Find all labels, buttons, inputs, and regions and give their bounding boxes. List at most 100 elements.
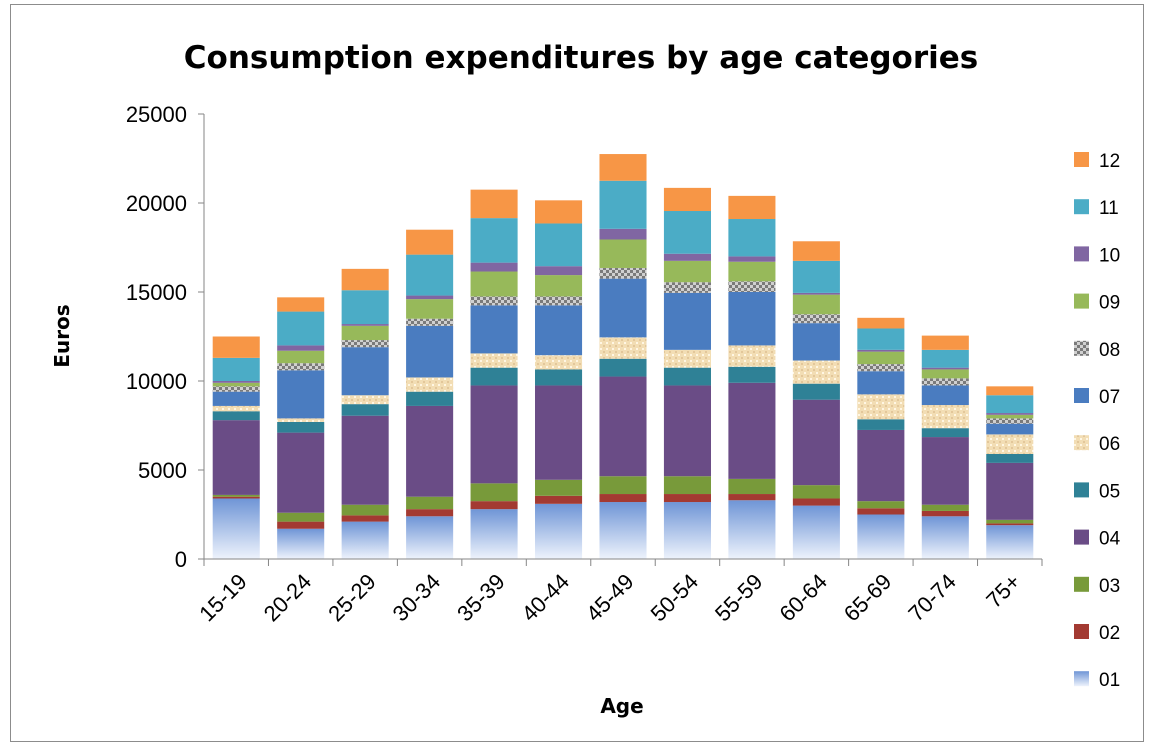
bar-50-54-series-07 — [663, 292, 711, 350]
bar-70-74-series-10 — [921, 367, 969, 370]
plot-area — [212, 154, 1034, 559]
bar-30-34-series-05 — [406, 391, 454, 406]
bar-40-44-series-04 — [535, 385, 583, 480]
bar-75+-series-02 — [986, 523, 1034, 526]
bar-55-59-series-04 — [728, 382, 776, 479]
bar-30-34-series-12 — [406, 229, 454, 255]
bar-60-64-series-08 — [792, 314, 840, 324]
bar-35-39-series-12 — [470, 189, 518, 219]
bar-15-19-series-12 — [212, 336, 260, 358]
legend-label-07: 07 — [1099, 387, 1120, 408]
bar-30-34-series-06 — [406, 377, 454, 392]
x-tick-label: 60-64 — [774, 569, 831, 626]
bar-70-74-series-11 — [921, 349, 969, 368]
bar-60-64-series-04 — [792, 399, 840, 486]
bar-55-59-series-11 — [728, 219, 776, 257]
bar-20-24-series-12 — [277, 297, 325, 312]
bar-40-44-series-02 — [535, 495, 583, 504]
bar-45-49-series-04 — [599, 376, 647, 477]
bar-40-44-series-12 — [535, 200, 583, 224]
bar-60-64-series-03 — [792, 485, 840, 499]
bar-75+-series-01 — [986, 525, 1034, 559]
y-tick-label: 15000 — [126, 280, 187, 305]
x-axis: 15-19 20-24 25-29 30-34 35-39 40-44 45-49 50-54… — [194, 558, 1043, 626]
bar-40-44-series-06 — [535, 355, 583, 370]
x-tick-label: 15-19 — [194, 569, 251, 626]
bar-30-34-series-07 — [406, 325, 454, 378]
bar-65-69-series-04 — [857, 429, 905, 502]
bar-20-24-series-02 — [277, 521, 325, 529]
x-tick-label: 20-24 — [259, 569, 316, 626]
bar-25-29-series-08 — [341, 340, 389, 348]
x-tick-label: 70-74 — [903, 569, 960, 626]
bar-50-54-series-06 — [663, 349, 711, 368]
bar-30-34-series-04 — [406, 405, 454, 497]
bar-50-54-series-05 — [663, 367, 711, 386]
bar-50-54-series-12 — [663, 187, 711, 212]
bar-15-19-series-09 — [212, 382, 260, 387]
x-tick-label: 30-34 — [388, 569, 445, 626]
bar-55-59-series-03 — [728, 478, 776, 495]
bar-20-24-series-03 — [277, 512, 325, 522]
bar-75+-series-10 — [986, 413, 1034, 415]
bar-15-19-series-11 — [212, 357, 260, 381]
bar-25-29-series-01 — [341, 521, 389, 559]
bar-55-59-series-06 — [728, 345, 776, 367]
bar-55-59-series-02 — [728, 494, 776, 501]
legend-label-04: 04 — [1099, 529, 1121, 550]
bar-75+-series-12 — [986, 386, 1034, 396]
bar-55-59-series-07 — [728, 292, 776, 346]
bar-35-39-series-11 — [470, 218, 518, 263]
legend: 12 11 10 09 08 07 06 05 04 03 02 01 — [1074, 151, 1121, 691]
bar-60-64-series-11 — [792, 260, 840, 293]
bar-45-49-series-03 — [599, 476, 647, 495]
bar-15-19-series-04 — [212, 420, 260, 495]
bar-75+-series-03 — [986, 519, 1034, 524]
x-tick-label: 40-44 — [517, 569, 574, 626]
bar-60-64-series-05 — [792, 383, 840, 400]
bar-60-64-series-10 — [792, 292, 840, 295]
bar-75+-series-06 — [986, 434, 1034, 454]
bar-55-59-series-01 — [728, 500, 776, 559]
bar-70-74-series-03 — [921, 504, 969, 511]
bar-75+-series-05 — [986, 453, 1034, 463]
bar-25-29-series-06 — [341, 395, 389, 405]
legend-label-02: 02 — [1099, 623, 1120, 644]
bar-60-64-series-07 — [792, 323, 840, 361]
bar-70-74-series-12 — [921, 335, 969, 350]
x-axis-title: Age — [600, 694, 643, 718]
bar-35-39-series-04 — [470, 385, 518, 484]
bar-25-29-series-11 — [341, 290, 389, 325]
legend-swatch-03 — [1074, 576, 1089, 592]
bar-50-54-series-03 — [663, 476, 711, 495]
bar-50-54-series-08 — [663, 282, 711, 293]
bar-55-59-series-05 — [728, 366, 776, 383]
legend-swatch-05 — [1074, 482, 1089, 498]
legend-swatch-11 — [1074, 199, 1089, 215]
bar-20-24-series-05 — [277, 421, 325, 433]
y-axis-title: Euros — [50, 304, 74, 367]
bar-65-69-series-09 — [857, 351, 905, 365]
bar-20-24-series-10 — [277, 345, 325, 351]
bar-55-59-series-08 — [728, 281, 776, 292]
legend-swatch-07 — [1074, 388, 1089, 403]
bar-70-74-series-02 — [921, 510, 969, 517]
bar-15-19-series-07 — [212, 391, 260, 406]
bar-30-34-series-03 — [406, 496, 454, 510]
legend-label-03: 03 — [1099, 576, 1120, 597]
bar-50-54-series-01 — [663, 502, 711, 559]
bar-25-29-series-04 — [341, 415, 389, 505]
bar-45-49-series-10 — [599, 228, 647, 240]
bar-50-54-series-10 — [663, 253, 711, 261]
bar-40-44-series-10 — [535, 266, 583, 276]
bar-25-29-series-09 — [341, 325, 389, 341]
bar-45-49-series-11 — [599, 180, 647, 229]
bar-45-49-series-12 — [599, 154, 647, 181]
bar-35-39-series-03 — [470, 483, 518, 502]
bar-45-49-series-02 — [599, 494, 647, 503]
legend-label-06: 06 — [1099, 434, 1120, 455]
bar-20-24-series-09 — [277, 350, 325, 364]
bar-20-24-series-11 — [277, 311, 325, 346]
bar-40-44-series-09 — [535, 275, 583, 297]
bar-65-69-series-01 — [857, 514, 905, 559]
